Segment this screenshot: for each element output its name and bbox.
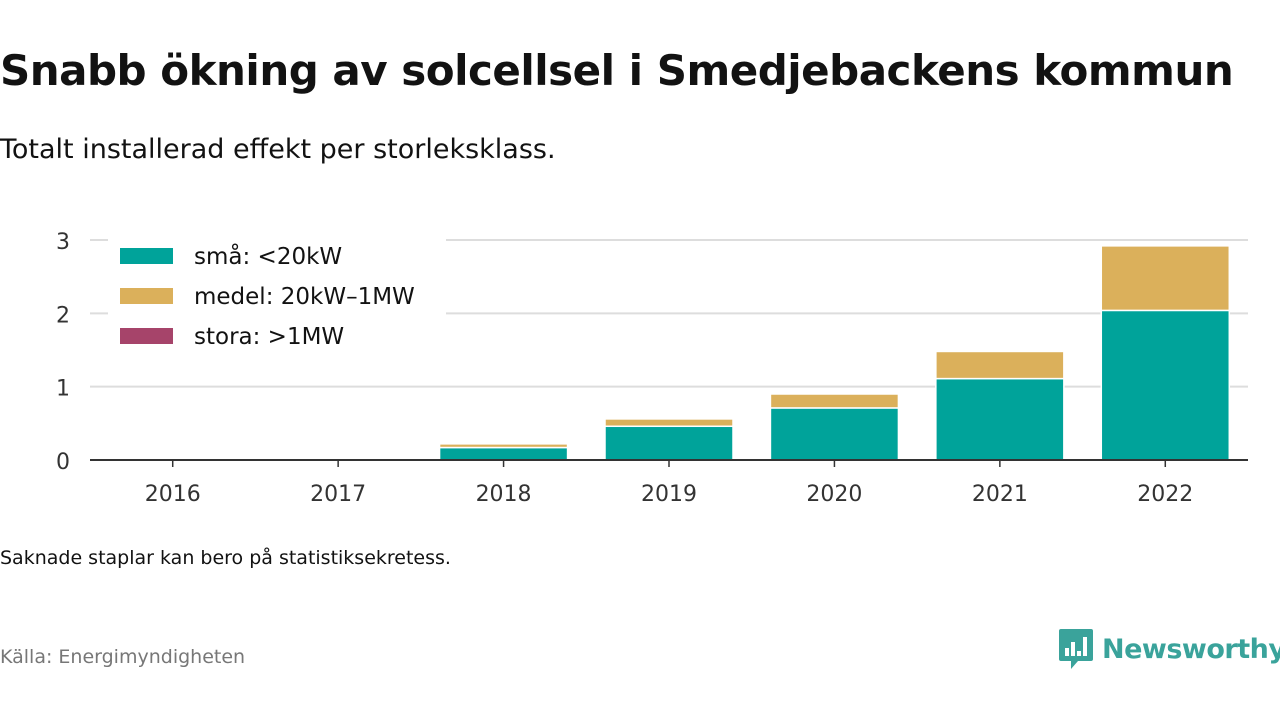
bar-segment bbox=[769, 393, 900, 409]
y-tick-label: 3 bbox=[56, 230, 70, 255]
bar-segment bbox=[1100, 309, 1231, 461]
legend-swatch bbox=[120, 248, 173, 264]
x-tick-label: 2019 bbox=[641, 482, 697, 507]
newsworthy-logo: Newsworthy bbox=[1058, 628, 1280, 670]
x-tick-label: 2018 bbox=[476, 482, 532, 507]
x-tick-label: 2021 bbox=[972, 482, 1028, 507]
legend-swatch bbox=[120, 288, 173, 304]
x-tick-label: 2017 bbox=[310, 482, 366, 507]
newsworthy-icon bbox=[1059, 629, 1093, 669]
chart-title: Snabb ökning av solcellsel i Smedjebacke… bbox=[0, 46, 1234, 95]
bar-segment bbox=[438, 443, 569, 449]
legend-label: små: <20kW bbox=[194, 242, 342, 270]
bar-segment bbox=[1100, 245, 1231, 312]
legend-label: stora: >1MW bbox=[194, 324, 344, 350]
bar-segment bbox=[604, 418, 734, 428]
legend-label: medel: 20kW–1MW bbox=[194, 284, 415, 310]
bar-segment bbox=[769, 407, 900, 461]
bar-segment bbox=[604, 425, 734, 461]
footnote: Saknade staplar kan bero på statistiksek… bbox=[0, 547, 451, 569]
bar-segment bbox=[935, 350, 1065, 380]
source-credit: Källa: Energimyndigheten bbox=[0, 646, 246, 668]
legend-swatch bbox=[120, 328, 173, 344]
chart-subtitle: Totalt installerad effekt per storlekskl… bbox=[0, 134, 556, 165]
y-tick-label: 0 bbox=[56, 450, 70, 475]
y-tick-label: 2 bbox=[56, 303, 70, 328]
x-tick-label: 2016 bbox=[145, 482, 201, 507]
bar-segment bbox=[935, 377, 1065, 461]
brand-name: Newsworthy bbox=[1102, 633, 1280, 665]
bar-segment bbox=[438, 446, 569, 461]
x-tick-label: 2020 bbox=[806, 482, 862, 507]
x-tick-label: 2022 bbox=[1137, 482, 1193, 507]
bar-chart: 0 1 2 3 2016 2017 2018 2019 2020 2021 2022 små: <20… bbox=[56, 230, 1248, 507]
y-tick-label: 1 bbox=[56, 377, 70, 402]
